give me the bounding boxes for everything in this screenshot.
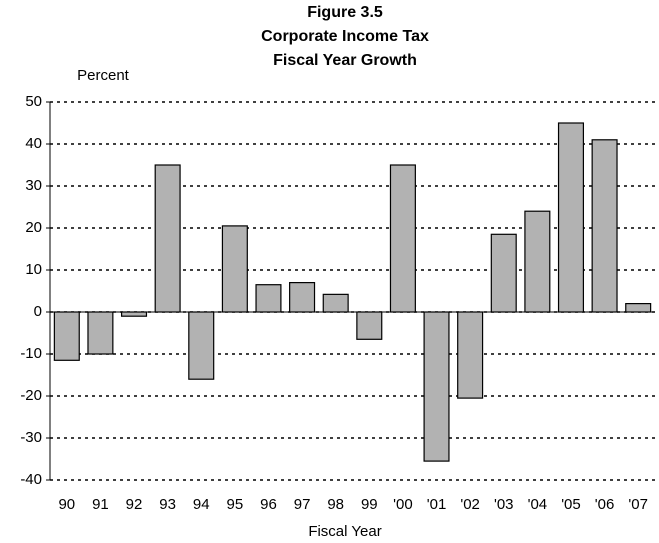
x-tick-label: '04 <box>528 496 548 513</box>
chart-title: Fiscal Year Growth <box>273 52 417 69</box>
bar <box>322 293 349 313</box>
x-tick-label: 94 <box>193 496 210 513</box>
bar <box>356 311 383 340</box>
bar <box>120 311 148 317</box>
x-tick-label: 98 <box>327 496 344 513</box>
x-tick-label: '03 <box>494 496 514 513</box>
x-tick-label: '07 <box>628 496 648 513</box>
x-tick-label: 92 <box>126 496 143 513</box>
bar <box>221 225 248 313</box>
bar <box>625 303 652 313</box>
y-tick-label: -20 <box>20 387 42 404</box>
x-tick-label: 99 <box>361 496 378 513</box>
bar <box>389 164 416 313</box>
y-tick-label: 10 <box>25 261 42 278</box>
bar <box>53 311 80 361</box>
bar <box>457 311 484 399</box>
y-tick-label: 0 <box>34 303 42 320</box>
x-tick-label: 93 <box>159 496 176 513</box>
y-tick-label: 40 <box>25 135 42 152</box>
x-tick-label: '01 <box>427 496 447 513</box>
bar <box>557 122 585 313</box>
x-tick-label: '06 <box>595 496 615 513</box>
bar <box>255 284 282 313</box>
y-tick-label: 20 <box>25 219 42 236</box>
y-tick-label: 50 <box>25 93 42 110</box>
bar <box>591 139 618 313</box>
y-axis-label: Percent <box>77 67 130 84</box>
x-tick-label: 91 <box>92 496 109 513</box>
x-axis-label: Fiscal Year <box>308 523 381 540</box>
y-tick-label: -30 <box>20 429 42 446</box>
x-tick-label: 97 <box>294 496 311 513</box>
bar <box>87 311 114 355</box>
chart-title: Figure 3.5 <box>307 4 383 21</box>
x-tick-label: '05 <box>561 496 581 513</box>
bar <box>188 311 215 380</box>
chart-title: Corporate Income Tax <box>261 28 429 45</box>
y-tick-label: -10 <box>20 345 42 362</box>
x-tick-label: 96 <box>260 496 277 513</box>
x-tick-label: 90 <box>58 496 75 513</box>
x-tick-label: '02 <box>460 496 480 513</box>
bar <box>154 164 181 313</box>
bar <box>490 233 517 313</box>
y-tick-label: -40 <box>20 471 42 488</box>
bar <box>289 282 316 313</box>
y-tick-label: 30 <box>25 177 42 194</box>
x-tick-label: 95 <box>227 496 244 513</box>
bar <box>524 210 551 313</box>
x-tick-label: '00 <box>393 496 413 513</box>
bar <box>423 311 450 462</box>
